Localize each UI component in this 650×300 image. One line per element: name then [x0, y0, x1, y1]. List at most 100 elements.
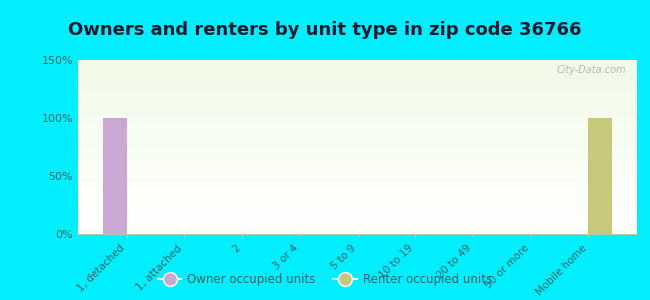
- Bar: [78, 148, 637, 149]
- Bar: [78, 190, 637, 191]
- Bar: [78, 135, 637, 136]
- Bar: [78, 200, 637, 201]
- Bar: [78, 227, 637, 228]
- Bar: [78, 104, 637, 105]
- Bar: [78, 191, 637, 192]
- Bar: [78, 139, 637, 140]
- Bar: [78, 208, 637, 209]
- Bar: [78, 80, 637, 81]
- Bar: [78, 195, 637, 196]
- Bar: [78, 229, 637, 230]
- Bar: [78, 171, 637, 172]
- Bar: [78, 75, 637, 76]
- Bar: [78, 174, 637, 175]
- Bar: [78, 69, 637, 70]
- Bar: [78, 124, 637, 125]
- Bar: [78, 144, 637, 145]
- Bar: [78, 169, 637, 170]
- Bar: [78, 101, 637, 102]
- Text: Owners and renters by unit type in zip code 36766: Owners and renters by unit type in zip c…: [68, 21, 582, 39]
- Bar: [78, 149, 637, 150]
- Bar: [78, 116, 637, 117]
- Bar: [588, 118, 612, 234]
- Bar: [78, 82, 637, 83]
- Bar: [78, 126, 637, 127]
- Bar: [78, 165, 637, 166]
- Bar: [78, 106, 637, 107]
- Bar: [78, 168, 637, 169]
- Bar: [78, 222, 637, 223]
- Bar: [78, 203, 637, 204]
- Bar: [78, 177, 637, 178]
- Bar: [78, 78, 637, 79]
- Bar: [78, 175, 637, 176]
- Bar: [78, 226, 637, 227]
- Bar: [78, 63, 637, 64]
- Bar: [78, 176, 637, 177]
- Bar: [78, 129, 637, 130]
- Bar: [78, 142, 637, 143]
- Bar: [78, 76, 637, 77]
- Bar: [78, 202, 637, 203]
- Bar: [78, 103, 637, 104]
- Bar: [78, 179, 637, 180]
- Bar: [78, 72, 637, 73]
- Bar: [78, 125, 637, 126]
- Bar: [78, 141, 637, 142]
- Bar: [78, 117, 637, 118]
- Bar: [78, 61, 637, 62]
- Bar: [78, 218, 637, 219]
- Bar: [78, 86, 637, 87]
- Bar: [78, 153, 637, 154]
- Bar: [78, 77, 637, 78]
- Bar: [78, 161, 637, 162]
- Bar: [78, 137, 637, 138]
- Bar: [78, 67, 637, 68]
- Bar: [78, 147, 637, 148]
- Bar: [78, 114, 637, 115]
- Bar: [78, 204, 637, 205]
- Bar: [78, 163, 637, 164]
- Bar: [78, 206, 637, 207]
- Bar: [78, 197, 637, 198]
- Bar: [103, 118, 127, 234]
- Bar: [78, 133, 637, 134]
- Bar: [78, 73, 637, 74]
- Bar: [78, 223, 637, 224]
- Bar: [78, 187, 637, 188]
- Bar: [78, 84, 637, 85]
- Bar: [78, 219, 637, 220]
- Bar: [78, 90, 637, 91]
- Bar: [78, 172, 637, 173]
- Bar: [78, 196, 637, 197]
- Bar: [78, 188, 637, 189]
- Bar: [78, 155, 637, 156]
- Bar: [78, 122, 637, 123]
- Bar: [78, 100, 637, 101]
- Bar: [78, 95, 637, 96]
- Bar: [78, 209, 637, 210]
- Bar: [78, 228, 637, 229]
- Bar: [78, 160, 637, 161]
- Bar: [78, 181, 637, 182]
- Bar: [78, 215, 637, 216]
- Bar: [78, 198, 637, 199]
- Bar: [78, 97, 637, 98]
- Bar: [78, 120, 637, 121]
- Bar: [78, 232, 637, 233]
- Bar: [78, 98, 637, 99]
- Bar: [78, 156, 637, 157]
- Bar: [78, 199, 637, 200]
- Bar: [78, 83, 637, 84]
- Bar: [78, 164, 637, 165]
- Bar: [78, 85, 637, 86]
- Bar: [78, 213, 637, 214]
- Bar: [78, 134, 637, 135]
- Bar: [78, 65, 637, 66]
- Bar: [78, 214, 637, 215]
- Bar: [78, 91, 637, 92]
- Bar: [78, 233, 637, 234]
- Bar: [78, 82, 637, 83]
- Bar: [78, 151, 637, 152]
- Bar: [78, 193, 637, 194]
